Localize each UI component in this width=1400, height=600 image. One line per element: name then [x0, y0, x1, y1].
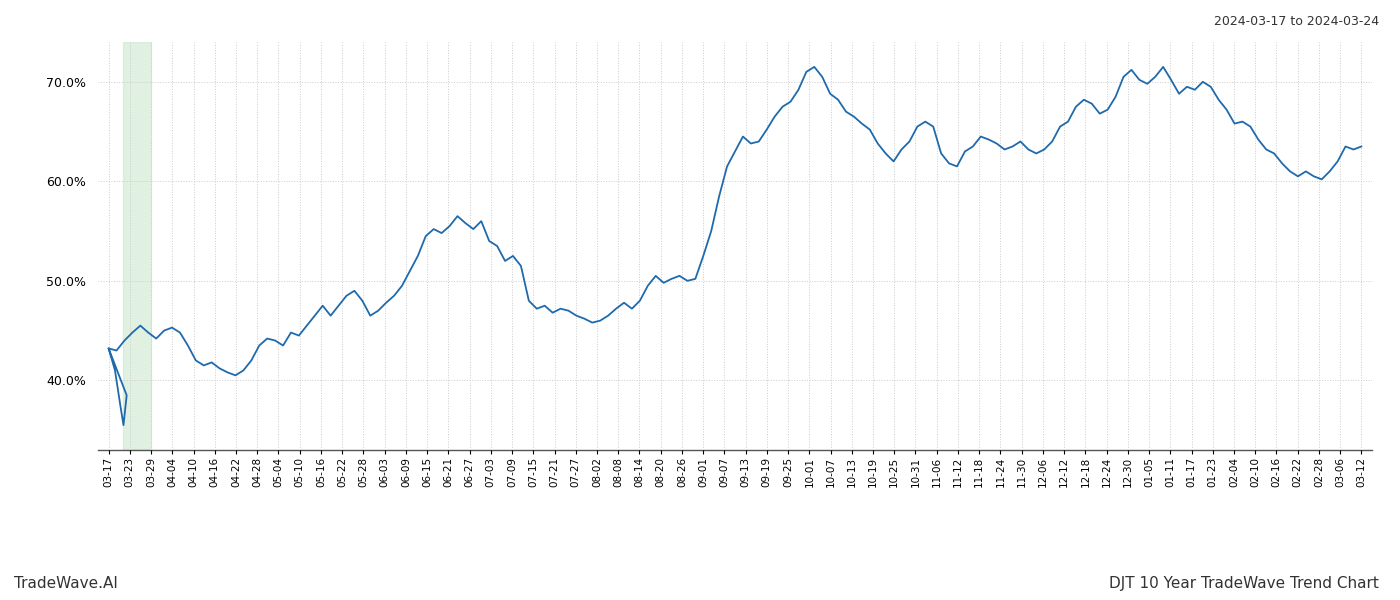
Text: 2024-03-17 to 2024-03-24: 2024-03-17 to 2024-03-24 — [1214, 15, 1379, 28]
Bar — [123, 42, 151, 450]
Text: DJT 10 Year TradeWave Trend Chart: DJT 10 Year TradeWave Trend Chart — [1109, 576, 1379, 591]
Text: TradeWave.AI: TradeWave.AI — [14, 576, 118, 591]
